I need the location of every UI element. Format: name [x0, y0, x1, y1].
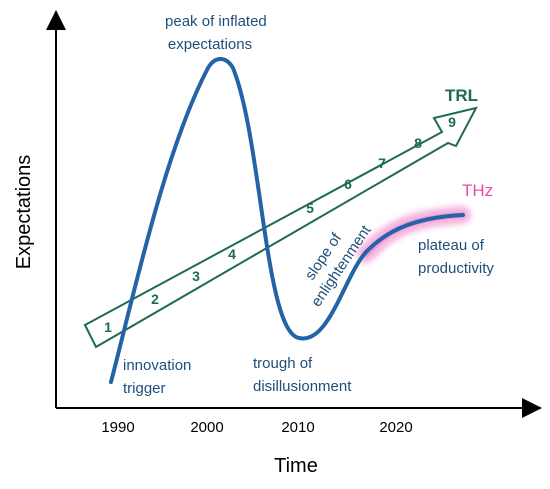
trigger-label-line-2: trigger [123, 380, 166, 397]
trl-level-label: 4 [228, 246, 236, 262]
plateau-label: plateau of productivity [418, 237, 494, 277]
trough-label-line-2: disillusionment [253, 378, 352, 395]
x-tick-label: 2010 [281, 419, 314, 436]
plateau-label-line-2: productivity [418, 260, 494, 277]
trigger-label: innovation trigger [123, 357, 196, 397]
trl-level-label: 3 [192, 268, 200, 284]
x-tick-label: 2020 [379, 419, 412, 436]
trough-label-line-1: trough of [253, 355, 313, 372]
trl-level-label: 7 [378, 155, 386, 171]
peak-label-line-1: peak of inflated [165, 13, 267, 30]
trl-level-label: 5 [306, 200, 314, 216]
x-tick-label: 2000 [190, 419, 223, 436]
trl-arrow [83, 106, 478, 349]
y-axis-title: Expectations [13, 155, 35, 270]
x-tick-label: 1990 [101, 419, 134, 436]
trl-level-label: 9 [448, 114, 456, 130]
trough-label: trough of disillusionment [253, 355, 352, 395]
trl-level-label: 2 [151, 291, 159, 307]
hype-curve [109, 57, 465, 384]
trl-level-label: 1 [104, 319, 112, 335]
peak-label: peak of inflated expectations [165, 13, 271, 53]
trl-level-label: 6 [344, 176, 352, 192]
trl-level-label: 8 [414, 135, 422, 151]
x-axis-title: Time [274, 455, 318, 477]
trl-label: TRL [445, 86, 478, 105]
thz-label: THz [462, 181, 493, 200]
plateau-label-line-1: plateau of [418, 237, 485, 254]
trigger-label-line-1: innovation [123, 357, 191, 374]
peak-label-line-2: expectations [168, 36, 252, 53]
